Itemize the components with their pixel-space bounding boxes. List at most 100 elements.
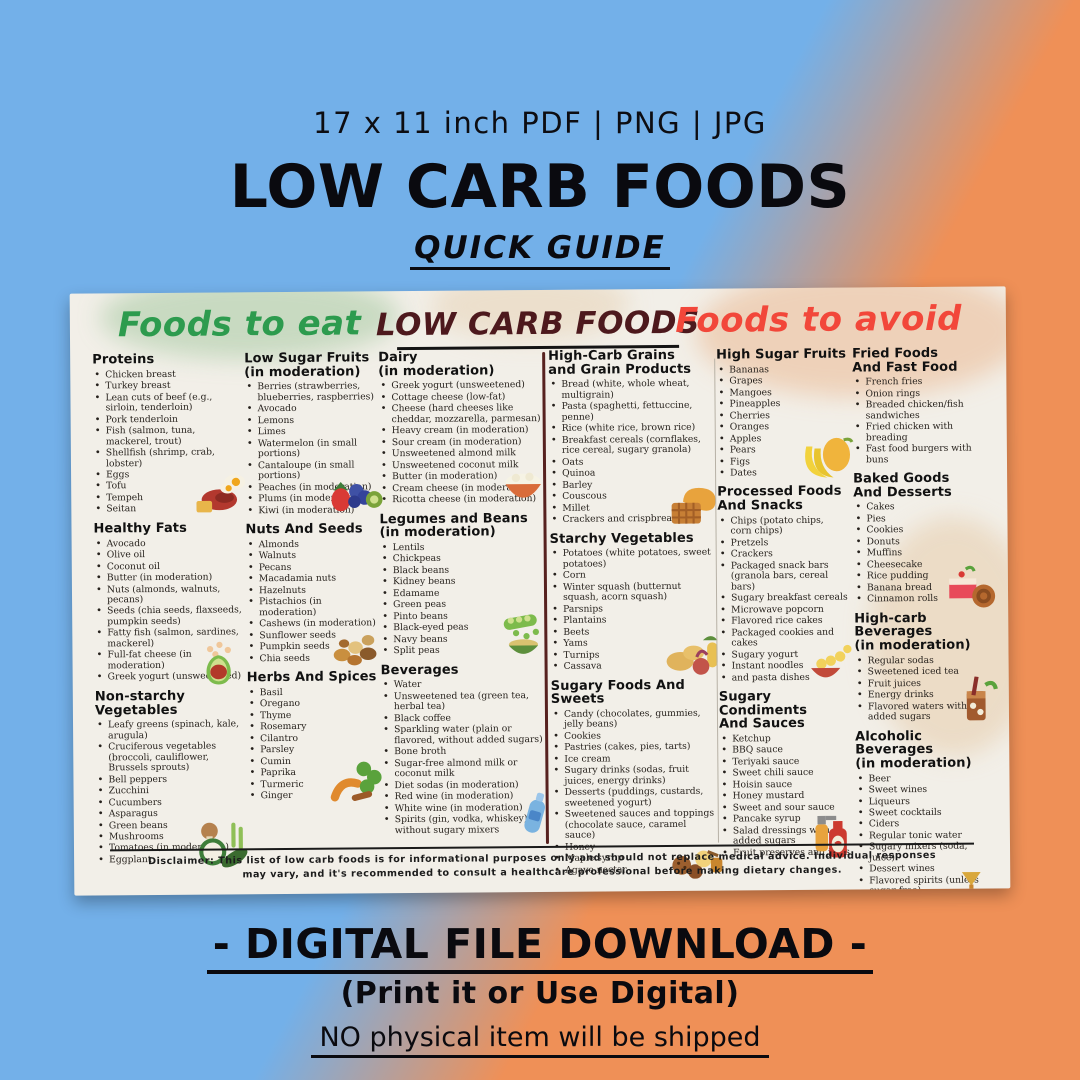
- list-item: Oats: [562, 456, 713, 468]
- page-subtitle-text: QUICK GUIDE: [410, 230, 670, 270]
- section-low-sugar-fruits: Low Sugar Fruits (in moderation)Berries …: [244, 350, 383, 517]
- list-item: Parsnips: [563, 603, 714, 615]
- list-item: Instant noodles: [732, 660, 849, 672]
- list-item: Asparagus: [109, 808, 244, 820]
- section-starchy-vegetables: Starchy VegetablesPotatoes (white potato…: [550, 530, 718, 675]
- list-item: Cinnamon rolls: [867, 593, 992, 605]
- list-item: Liqueurs: [869, 796, 994, 807]
- section-beverages: BeveragesWaterUnsweetened tea (green tea…: [381, 662, 548, 837]
- list-item: Coconut oil: [107, 561, 242, 573]
- section-list: CakesPiesCookiesDonutsMuffinsCheesecakeR…: [853, 502, 992, 605]
- list-item: Sweet and sour sauce: [733, 802, 850, 814]
- list-item: French fries: [865, 376, 990, 388]
- list-item: Cruciferous vegetables (broccoli, caulif…: [108, 741, 243, 774]
- list-item: Couscous: [562, 491, 713, 503]
- list-item: Butter (in moderation): [107, 572, 242, 584]
- list-item: Greek yogurt (unsweetened): [108, 671, 243, 684]
- list-item: Cakes: [866, 502, 991, 513]
- section-high-carb-beverages: High-carb Beverages (in moderation)Regul…: [854, 611, 998, 723]
- poster-column-2: Low Sugar Fruits (in moderation)Berries …: [244, 350, 383, 848]
- list-item: Flavored rice cakes: [731, 615, 848, 627]
- list-item: Split peas: [393, 645, 546, 657]
- section-title: Low Sugar Fruits (in moderation): [244, 350, 370, 380]
- list-item: Cashews (in moderation): [259, 617, 376, 629]
- section-title: Sugary Foods And Sweets: [550, 677, 685, 708]
- list-item: Sugary drinks (sodas, fruit juices, ener…: [564, 764, 715, 787]
- list-item: Spirits (gin, vodka, whiskey) without su…: [395, 813, 548, 836]
- list-item: Onion rings: [865, 388, 990, 399]
- list-item: Sunflower seeds: [259, 629, 376, 641]
- section-list: LentilsChickpeasBlack beansKidney beansE…: [380, 542, 547, 657]
- poster-column-6: Fried Foods And Fast FoodFrench friesOni…: [852, 346, 1000, 896]
- section-baked-goods: Baked Goods And DessertsCakesPiesCookies…: [853, 471, 996, 608]
- list-item: Chickpeas: [393, 553, 546, 565]
- list-item: Rosemary: [260, 721, 377, 732]
- list-item: Ketchup: [732, 733, 849, 745]
- list-item: Breaded chicken/fish sandwiches: [866, 399, 991, 422]
- section-title: Legumes and Beans (in moderation): [379, 510, 528, 541]
- list-item: Flavored spirits (unless sugar-free): [869, 874, 994, 895]
- list-item: Thyme: [260, 710, 377, 721]
- list-item: Hoisin sauce: [732, 779, 849, 790]
- list-item: Bone broth: [394, 746, 547, 758]
- list-item: Greek yogurt (unsweetened): [391, 379, 544, 392]
- list-item: Cherries: [730, 410, 847, 421]
- section-title: Dairy (in moderation): [378, 349, 495, 379]
- list-item: Basil: [260, 687, 377, 698]
- list-item: Pastries (cakes, pies, tarts): [564, 741, 715, 754]
- list-item: Seeds (chia seeds, flaxseeds, pumpkin se…: [107, 605, 242, 628]
- list-item: Pinto beans: [393, 611, 546, 623]
- list-item: Lemons: [258, 415, 375, 426]
- section-list: Greek yogurt (unsweetened)Cottage cheese…: [378, 379, 545, 506]
- list-item: Sweet wines: [869, 784, 994, 795]
- list-item: Pumpkin seeds: [259, 641, 376, 653]
- list-item: Sour cream (in moderation): [392, 436, 545, 449]
- list-item: Plantains: [563, 615, 714, 627]
- list-item: Black-eyed peas: [393, 622, 546, 634]
- list-item: Diet sodas (in moderation): [394, 779, 547, 792]
- list-item: Olive oil: [107, 549, 242, 561]
- list-item: Muffins: [867, 548, 992, 559]
- list-item: Kidney beans: [393, 576, 546, 588]
- list-item: Crackers: [731, 548, 848, 560]
- section-title: Proteins: [92, 352, 155, 368]
- list-item: Sweetened sauces and toppings (chocolate…: [565, 808, 716, 842]
- list-item: Pies: [866, 513, 991, 524]
- list-item: Energy drinks: [868, 689, 993, 701]
- list-item: Honey mustard: [733, 790, 850, 802]
- list-item: Pineapples: [729, 398, 847, 410]
- list-item: Almonds: [259, 539, 376, 550]
- list-item: Limes: [258, 426, 375, 438]
- section-list: Berries (strawberries, blueberries, rasp…: [244, 381, 375, 517]
- list-item: Chips (potato chips, corn chips): [730, 515, 847, 537]
- file-format-line: 17 x 11 inch PDF | PNG | JPG: [313, 106, 767, 140]
- section-list: French friesOnion ringsBreaded chicken/f…: [852, 376, 991, 466]
- list-item: Ricotta cheese (in moderation): [392, 493, 545, 506]
- list-item: Bell peppers: [108, 774, 243, 786]
- section-nuts-and-seeds: Nuts And SeedsAlmondsWalnutsPecansMacada…: [245, 521, 377, 666]
- list-item: Cottage cheese (low-fat): [391, 391, 544, 404]
- list-item: Fried chicken with breading: [866, 421, 991, 444]
- list-item: Macadamia nuts: [259, 573, 376, 585]
- list-item: Banana bread: [867, 582, 992, 594]
- list-item: Lean cuts of beef (e.g., sirloin, tender…: [105, 391, 240, 414]
- list-item: Flavored waters with added sugars: [868, 700, 993, 723]
- list-item: Packaged cookies and cakes: [731, 626, 848, 649]
- list-item: Edamame: [393, 588, 546, 600]
- list-item: Rice pudding: [867, 570, 992, 582]
- list-item: Nuts (almonds, walnuts, pecans): [107, 583, 242, 606]
- list-item: Plums (in moderation): [258, 493, 375, 505]
- list-item: Bananas: [729, 364, 846, 375]
- list-item: Fatty fish (salmon, sardines, mackerel): [107, 627, 242, 650]
- low-carb-chart-poster: Foods to eat LOW CARB FOODS Foods to avo…: [69, 286, 1011, 896]
- list-item: Black beans: [393, 565, 546, 577]
- section-list: Bread (white, whole wheat, multigrain)Pa…: [548, 378, 713, 526]
- list-item: Potatoes (white potatoes, sweet potatoes…: [563, 547, 714, 570]
- list-item: Dates: [730, 467, 847, 479]
- list-item: Pecans: [259, 562, 376, 573]
- list-item: Millet: [562, 502, 713, 514]
- list-item: Lentils: [393, 542, 546, 554]
- list-item: Tofu: [106, 481, 241, 493]
- section-sugary-condiments: Sugary Condiments And SaucesKetchupBBQ s…: [719, 689, 850, 859]
- list-item: Candy (chocolates, gummies, jelly beans): [564, 708, 715, 731]
